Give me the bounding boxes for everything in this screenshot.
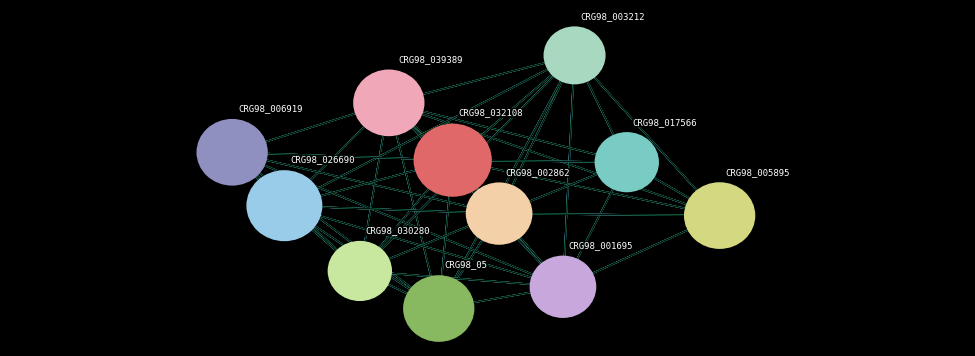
- Ellipse shape: [248, 171, 322, 240]
- Text: CRG98_002862: CRG98_002862: [505, 168, 569, 177]
- Ellipse shape: [544, 27, 604, 84]
- Text: CRG98_039389: CRG98_039389: [398, 55, 462, 64]
- Text: CRG98_006919: CRG98_006919: [238, 104, 302, 113]
- Ellipse shape: [329, 242, 391, 300]
- Text: CRG98_005895: CRG98_005895: [725, 168, 790, 177]
- Text: CRG98_026690: CRG98_026690: [291, 156, 355, 164]
- Ellipse shape: [596, 133, 658, 192]
- Ellipse shape: [530, 256, 596, 317]
- Ellipse shape: [197, 120, 267, 185]
- Text: CRG98_05: CRG98_05: [445, 261, 488, 269]
- Text: CRG98_032108: CRG98_032108: [458, 109, 523, 117]
- Ellipse shape: [684, 183, 755, 248]
- Text: CRG98_030280: CRG98_030280: [366, 226, 430, 236]
- Ellipse shape: [467, 183, 531, 244]
- Text: CRG98_001695: CRG98_001695: [568, 241, 633, 250]
- Text: CRG98_003212: CRG98_003212: [580, 12, 644, 21]
- Ellipse shape: [354, 70, 424, 135]
- Ellipse shape: [404, 276, 474, 341]
- Ellipse shape: [414, 125, 491, 196]
- Text: CRG98_017566: CRG98_017566: [633, 118, 697, 127]
